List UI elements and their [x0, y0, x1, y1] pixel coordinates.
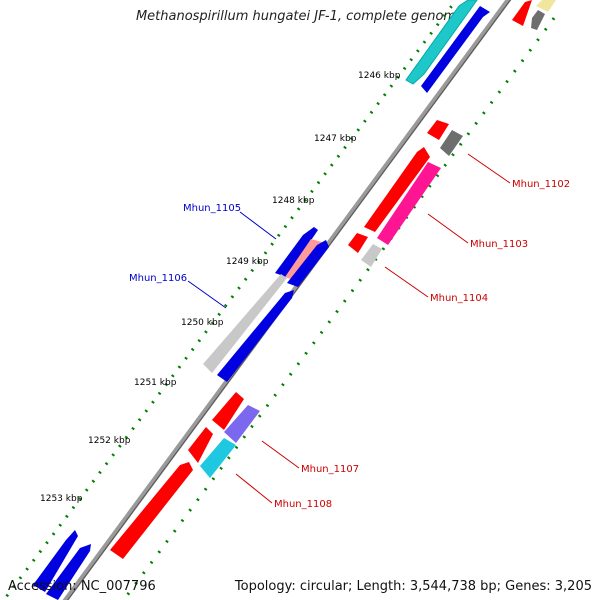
cds-feature: [224, 405, 260, 443]
tick-label: 1250 kbp: [181, 318, 224, 328]
cds-features-outer: [33, 0, 490, 600]
cds-feature: [188, 427, 213, 463]
cds-feature: [512, 0, 532, 26]
gene-label: Mhun_1105: [183, 203, 241, 214]
map-title: Methanospirillum hungatei JF-1, complete…: [135, 9, 465, 24]
gene-label: Mhun_1103: [470, 239, 528, 250]
cds-feature: [440, 130, 463, 156]
cds-feature: [200, 438, 236, 478]
gene-labels: Mhun_1102 Mhun_1103 Mhun_1104 Mhun_1105 …: [129, 179, 570, 510]
tick-label: 1251 kbp: [134, 378, 177, 388]
tick-label: 1253 kbp: [40, 494, 83, 504]
cds-features-inner: [110, 0, 556, 559]
tick-label: 1252 kbp: [88, 436, 131, 446]
cds-feature: [421, 6, 490, 93]
leader-line: [467, 153, 511, 184]
leader-line: [239, 211, 277, 240]
tick-track-inner: [121, 9, 562, 600]
tick-label: 1248 kbp: [272, 196, 315, 206]
gene-label: Mhun_1102: [512, 179, 570, 190]
cds-feature: [46, 544, 91, 600]
tick-label: 1247 kbp: [314, 134, 357, 144]
cds-feature: [361, 244, 382, 267]
gene-label: Mhun_1108: [274, 499, 332, 510]
cds-feature: [203, 274, 287, 373]
leader-line: [187, 280, 227, 309]
cds-feature: [33, 530, 78, 592]
cds-feature: [427, 120, 449, 140]
leader-line: [261, 440, 300, 469]
cds-feature: [405, 0, 478, 85]
accession-text: Accession: NC_007796: [8, 579, 156, 594]
cds-feature: [536, 0, 556, 12]
tick-track-outer: [1, 0, 459, 600]
cds-feature: [275, 227, 318, 277]
cds-feature: [110, 462, 193, 559]
gene-label: Mhun_1106: [129, 273, 187, 284]
tick-labels: 1246 kbp 1247 kbp 1248 kbp 1249 kbp 1250…: [40, 71, 401, 504]
cds-feature: [531, 10, 545, 30]
cds-feature: [364, 147, 430, 232]
tick-label: 1246 kbp: [358, 71, 401, 81]
tick-label: 1249 kbp: [226, 257, 269, 267]
cds-feature: [287, 240, 329, 287]
cds-feature: [285, 239, 322, 281]
leader-line: [235, 473, 273, 504]
cds-feature: [212, 392, 244, 430]
label-leaders: [187, 153, 511, 504]
leader-line: [427, 213, 469, 244]
cds-feature: [217, 290, 294, 382]
genome-summary-text: Topology: circular; Length: 3,544,738 bp…: [234, 579, 592, 594]
leader-line: [384, 266, 429, 298]
cds-feature: [348, 233, 368, 253]
gene-label: Mhun_1104: [430, 293, 488, 304]
cds-feature: [377, 162, 441, 245]
gene-label: Mhun_1107: [301, 464, 359, 475]
